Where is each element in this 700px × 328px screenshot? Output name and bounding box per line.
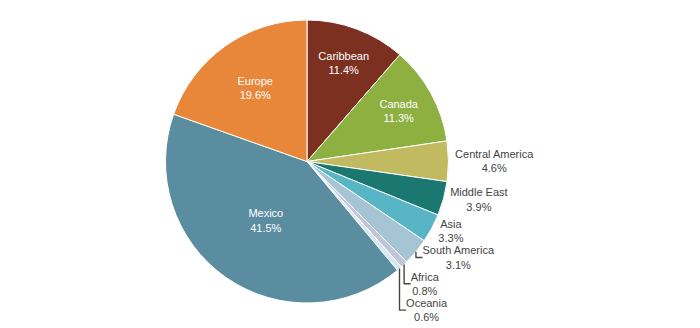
svg-text:Middle East3.9%: Middle East3.9% [450, 186, 507, 212]
svg-text:Canada11.3%: Canada11.3% [379, 98, 418, 124]
svg-text:Caribbean11.4%: Caribbean11.4% [318, 50, 369, 76]
svg-text:Central America4.6%: Central America4.6% [455, 148, 534, 174]
svg-text:Europe19.6%: Europe19.6% [237, 75, 272, 101]
svg-text:South America3.1%: South America3.1% [423, 244, 495, 270]
svg-text:Oceania0.6%: Oceania0.6% [406, 297, 448, 323]
svg-text:Mexico41.5%: Mexico41.5% [248, 207, 283, 233]
svg-text:Asia3.3%: Asia3.3% [438, 218, 463, 244]
svg-text:Africa0.8%: Africa0.8% [411, 271, 440, 297]
